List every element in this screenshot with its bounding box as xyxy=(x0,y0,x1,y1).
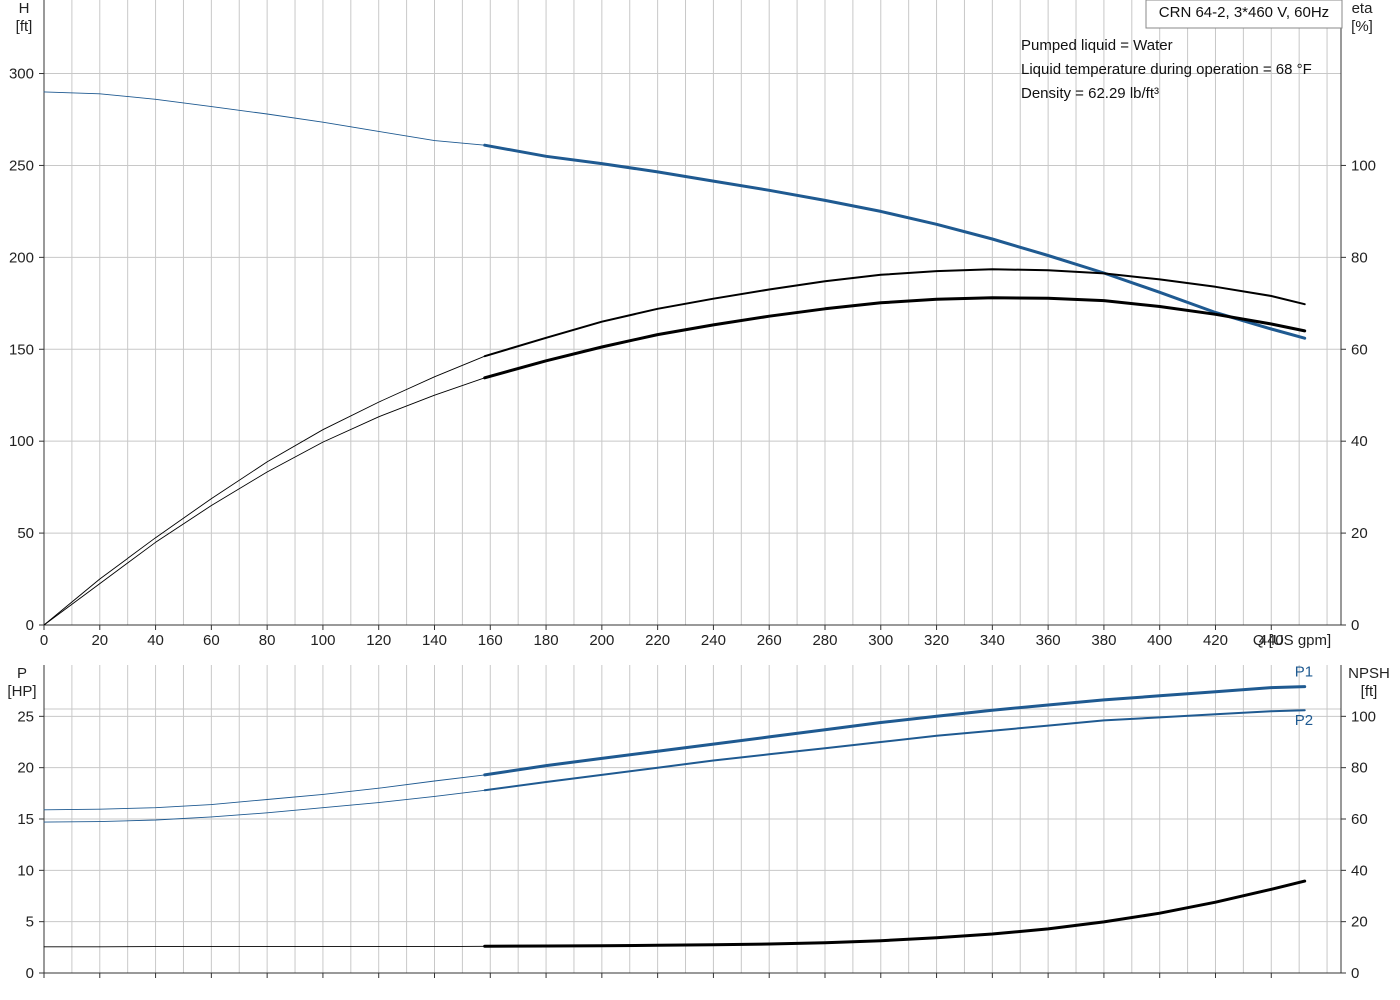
top-x-tick-label: 260 xyxy=(757,632,782,649)
chart-title: CRN 64-2, 3*460 V, 60Hz xyxy=(1159,4,1329,21)
top-x-tick-label: 240 xyxy=(701,632,726,649)
top-y-left-tick-label: 250 xyxy=(9,157,34,174)
top-chart-series xyxy=(43,91,1307,626)
bottom-y-left-tick-label: 5 xyxy=(26,914,34,931)
top-y-left-tick-label: 0 xyxy=(26,617,34,634)
top-x-tick-label: 220 xyxy=(645,632,670,649)
top-series-1-curve-extended xyxy=(43,355,486,626)
bottom-y-left-tick-label: 15 xyxy=(17,811,34,828)
top-x-tick-label: 360 xyxy=(1036,632,1061,649)
bottom-chart-tick-labels: 0 5 10 15 20 25 0 20 40 60 80 100 xyxy=(17,708,1376,982)
top-x-axis-label: Q [US gpm] xyxy=(1253,632,1331,649)
p2-curve-extended xyxy=(43,789,486,823)
top-y-left-tick-label: 300 xyxy=(9,66,34,83)
bottom-y-left-tick-label: 0 xyxy=(26,965,34,982)
top-y-right-tick-label: 80 xyxy=(1351,249,1368,266)
info-line-temperature: Liquid temperature during operation = 68… xyxy=(1021,61,1312,78)
bottom-y-left-tick-label: 25 xyxy=(17,708,34,725)
top-x-tick-label: 20 xyxy=(91,632,108,649)
bottom-chart-grid xyxy=(43,665,1342,974)
top-series-2-curve-extended xyxy=(43,377,486,626)
bottom-y-right-name: NPSH xyxy=(1348,665,1390,682)
top-x-tick-label: 100 xyxy=(310,632,335,649)
bottom-y-right-tick-label: 100 xyxy=(1351,708,1376,725)
top-x-tick-label: 80 xyxy=(259,632,276,649)
bottom-y-left-unit: [HP] xyxy=(7,683,36,700)
top-y-right-tick-label: 40 xyxy=(1351,433,1368,450)
bottom-y-right-tick-label: 0 xyxy=(1351,965,1359,982)
bottom-y-right-tick-label: 20 xyxy=(1351,914,1368,931)
bottom-y-right-tick-label: 40 xyxy=(1351,862,1368,879)
top-chart-tick-labels: 0 20 40 60 80 100 120 140 160 180 200 220 240 260 280 3… xyxy=(9,66,1376,649)
p1-series-label: P1 xyxy=(1295,664,1313,681)
title-box xyxy=(1145,0,1343,29)
bottom-y-right-unit: [ft] xyxy=(1361,683,1378,700)
top-y-left-tick-label: 50 xyxy=(17,525,34,542)
top-chart-grid xyxy=(43,0,1342,626)
top-y-left-tick-label: 200 xyxy=(9,249,34,266)
top-x-tick-label: 60 xyxy=(203,632,220,649)
top-y-right-unit: [%] xyxy=(1351,18,1373,35)
top-x-tick-label: 420 xyxy=(1203,632,1228,649)
top-x-tick-label: 120 xyxy=(366,632,391,649)
top-y-right-name: eta xyxy=(1352,0,1374,17)
top-x-tick-label: 280 xyxy=(812,632,837,649)
top-x-tick-label: 160 xyxy=(478,632,503,649)
top-x-tick-label: 200 xyxy=(589,632,614,649)
top-y-right-tick-label: 100 xyxy=(1351,157,1376,174)
bottom-series-2-curve xyxy=(483,879,1307,948)
bottom-y-right-tick-label: 80 xyxy=(1351,760,1368,777)
top-x-tick-label: 400 xyxy=(1147,632,1172,649)
top-y-left-name: H xyxy=(19,0,30,17)
info-line-density: Density = 62.29 lb/ft³ xyxy=(1021,85,1159,102)
top-series-1-curve xyxy=(483,268,1306,358)
top-x-tick-label: 340 xyxy=(980,632,1005,649)
top-series-0-curve xyxy=(483,143,1307,340)
top-x-tick-label: 0 xyxy=(40,632,48,649)
top-y-left-tick-label: 100 xyxy=(9,433,34,450)
top-series-2-curve xyxy=(483,296,1307,380)
top-x-tick-label: 180 xyxy=(534,632,559,649)
top-x-tick-label: 440 xyxy=(1259,632,1284,649)
bottom-y-left-tick-label: 20 xyxy=(17,760,34,777)
p2-curve xyxy=(483,709,1306,792)
top-x-tick-label: 140 xyxy=(422,632,447,649)
info-line-liquid: Pumped liquid = Water xyxy=(1021,37,1173,54)
bottom-y-left-tick-label: 10 xyxy=(17,862,34,879)
top-x-tick-label: 380 xyxy=(1091,632,1116,649)
top-y-right-tick-label: 0 xyxy=(1351,617,1359,634)
p1-curve-extended xyxy=(43,774,486,811)
bottom-chart-series: P1 P2 xyxy=(43,664,1313,948)
top-y-right-tick-label: 60 xyxy=(1351,341,1368,358)
bottom-y-left-name: P xyxy=(17,665,27,682)
bottom-series-2-curve-extended xyxy=(43,945,486,948)
top-x-tick-label: 40 xyxy=(147,632,164,649)
top-y-right-tick-label: 20 xyxy=(1351,525,1368,542)
p2-series-label: P2 xyxy=(1295,712,1313,729)
top-x-tick-label: 300 xyxy=(868,632,893,649)
bottom-y-right-tick-label: 60 xyxy=(1351,811,1368,828)
p1-curve xyxy=(483,685,1307,777)
top-x-tick-label: 320 xyxy=(924,632,949,649)
top-y-left-unit: [ft] xyxy=(16,18,33,35)
top-y-left-tick-label: 150 xyxy=(9,341,34,358)
top-series-0-curve-extended xyxy=(43,91,486,146)
